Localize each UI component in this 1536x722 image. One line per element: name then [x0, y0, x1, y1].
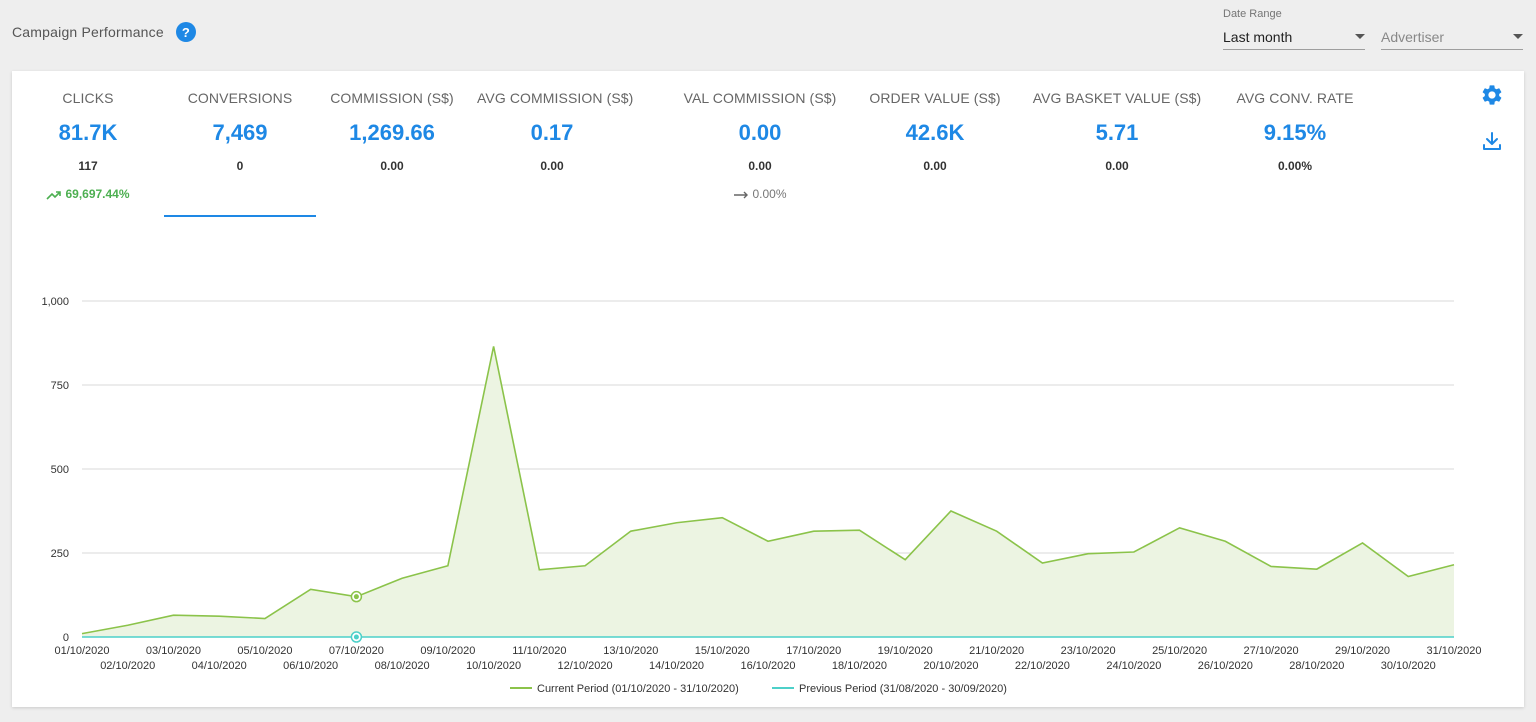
page-header: Campaign Performance ? — [12, 22, 196, 42]
x-tick-label: 02/10/2020 — [100, 660, 155, 672]
x-tick-label: 26/10/2020 — [1198, 660, 1253, 672]
kpi-label: CLICKS — [62, 90, 114, 106]
kpi-change-text: 0.00% — [752, 187, 787, 201]
x-tick-label: 28/10/2020 — [1289, 660, 1344, 672]
kpi-previous-value: 0.00 — [923, 159, 947, 173]
kpi-previous-value: 0.00 — [1105, 159, 1129, 173]
date-range-filter: Date Range Last month — [1223, 8, 1365, 50]
kpi-order-value-s[interactable]: ORDER VALUE (S$) 42.6K 0.00 — [857, 71, 1013, 217]
kpi-previous-value: 0.00 — [380, 159, 404, 173]
kpi-change: 69,697.44% — [12, 187, 164, 201]
y-tick-label: 750 — [51, 380, 69, 392]
current-period-area — [82, 346, 1454, 637]
page-title: Campaign Performance — [12, 24, 164, 40]
x-tick-label: 12/10/2020 — [558, 660, 613, 672]
kpi-change: 0.00% — [667, 187, 853, 201]
kpi-label: AVG COMMISSION (S$) — [477, 90, 634, 106]
x-tick-label: 11/10/2020 — [512, 645, 566, 657]
x-tick-label: 18/10/2020 — [832, 660, 887, 672]
download-icon[interactable] — [1480, 129, 1504, 153]
x-tick-label: 10/10/2020 — [466, 660, 521, 672]
x-tick-label: 08/10/2020 — [375, 660, 430, 672]
x-tick-label: 17/10/2020 — [786, 645, 841, 657]
kpi-avg-commission-s[interactable]: AVG COMMISSION (S$) 0.17 0.00 — [477, 71, 634, 217]
kpi-label: COMMISSION (S$) — [330, 90, 454, 106]
kpi-previous-value: 117 — [78, 159, 98, 173]
kpi-conversions[interactable]: CONVERSIONS 7,469 0 — [164, 71, 316, 217]
x-tick-label: 14/10/2020 — [649, 660, 704, 672]
help-icon[interactable]: ? — [175, 22, 196, 42]
x-tick-label: 23/10/2020 — [1061, 645, 1116, 657]
chevron-down-icon — [1513, 34, 1523, 39]
kpi-label: AVG BASKET VALUE (S$) — [1032, 90, 1202, 106]
y-tick-label: 500 — [51, 464, 69, 476]
advertiser-placeholder: Advertiser — [1381, 28, 1445, 45]
kpi-previous-value: 0 — [236, 159, 244, 173]
x-tick-label: 22/10/2020 — [1015, 660, 1070, 672]
kpi-previous-value: 0.00 — [540, 159, 564, 173]
kpi-previous-value: 0.00 — [748, 159, 772, 173]
x-tick-label: 05/10/2020 — [237, 645, 292, 657]
x-tick-label: 31/10/2020 — [1426, 645, 1481, 657]
x-tick-label: 04/10/2020 — [192, 660, 247, 672]
kpi-label: VAL COMMISSION (S$) — [683, 90, 837, 106]
kpi-val-commission-s[interactable]: VAL COMMISSION (S$) 0.00 0.00 0.00% — [667, 71, 853, 217]
kpi-avg-basket-value-s[interactable]: AVG BASKET VALUE (S$) 5.71 0.00 — [1022, 71, 1212, 217]
legend-current-label: Current Period (01/10/2020 - 31/10/2020) — [537, 683, 739, 695]
x-tick-label: 19/10/2020 — [878, 645, 933, 657]
x-tick-label: 13/10/2020 — [603, 645, 658, 657]
kpi-value: 7,469 — [212, 120, 268, 145]
kpi-label: ORDER VALUE (S$) — [869, 90, 1001, 106]
arrow-right-icon — [733, 187, 752, 201]
x-tick-label: 20/10/2020 — [923, 660, 978, 672]
kpi-label: AVG CONV. RATE — [1236, 90, 1354, 106]
x-tick-label: 07/10/2020 — [329, 645, 384, 657]
kpi-label: CONVERSIONS — [187, 90, 293, 106]
kpi-value: 1,269.66 — [349, 120, 435, 145]
kpi-value: 5.71 — [1095, 120, 1139, 145]
kpi-value: 42.6K — [905, 120, 965, 145]
x-tick-label: 27/10/2020 — [1244, 645, 1299, 657]
kpi-change-text: 69,697.44% — [65, 187, 130, 201]
kpi-value: 0.00 — [738, 120, 782, 145]
x-tick-label: 24/10/2020 — [1106, 660, 1161, 672]
kpi-previous-value: 0.00% — [1277, 159, 1313, 173]
chevron-down-icon — [1355, 34, 1365, 39]
legend-previous-label: Previous Period (31/08/2020 - 30/09/2020… — [799, 683, 1007, 695]
x-tick-label: 30/10/2020 — [1381, 660, 1436, 672]
x-tick-label: 15/10/2020 — [695, 645, 750, 657]
kpi-commission-s[interactable]: COMMISSION (S$) 1,269.66 0.00 — [317, 71, 467, 217]
performance-card: CLICKS 81.7K 117 69,697.44% CONVERSIONS 7,469… — [12, 71, 1524, 707]
kpi-clicks[interactable]: CLICKS 81.7K 117 69,697.44% — [12, 71, 164, 217]
date-range-select[interactable]: Last month — [1223, 24, 1365, 50]
clicks-chart: 0 250 500 750 1,000 01/10/2020 02/10/2020 03/10… — [41, 296, 1481, 695]
x-tick-label: 09/10/2020 — [420, 645, 475, 657]
kpi-value: 0.17 — [530, 120, 574, 145]
y-tick-label: 1,000 — [41, 296, 69, 308]
kpi-value: 9.15% — [1263, 120, 1327, 145]
date-range-value: Last month — [1223, 28, 1293, 45]
x-tick-label: 01/10/2020 — [54, 645, 109, 657]
kpi-avg-conv-rate[interactable]: AVG CONV. RATE 9.15% 0.00% — [1217, 71, 1373, 217]
x-tick-label: 06/10/2020 — [283, 660, 338, 672]
previous-period-point-dot — [353, 634, 359, 640]
x-tick-label: 03/10/2020 — [146, 645, 201, 657]
gear-icon[interactable] — [1480, 83, 1504, 107]
y-tick-label: 250 — [51, 548, 69, 560]
advertiser-select[interactable]: Advertiser — [1381, 24, 1523, 50]
x-tick-label: 25/10/2020 — [1152, 645, 1207, 657]
kpi-value: 81.7K — [58, 120, 118, 145]
current-period-line — [81, 346, 1455, 635]
current-period-point-dot — [353, 594, 359, 600]
date-range-label: Date Range — [1223, 8, 1282, 20]
x-tick-label: 21/10/2020 — [969, 645, 1024, 657]
x-tick-label: 16/10/2020 — [740, 660, 795, 672]
x-tick-label: 29/10/2020 — [1335, 645, 1390, 657]
advertiser-filter: Advertiser — [1381, 24, 1523, 50]
y-tick-label: 0 — [63, 632, 69, 644]
trending-up-icon — [46, 187, 65, 201]
